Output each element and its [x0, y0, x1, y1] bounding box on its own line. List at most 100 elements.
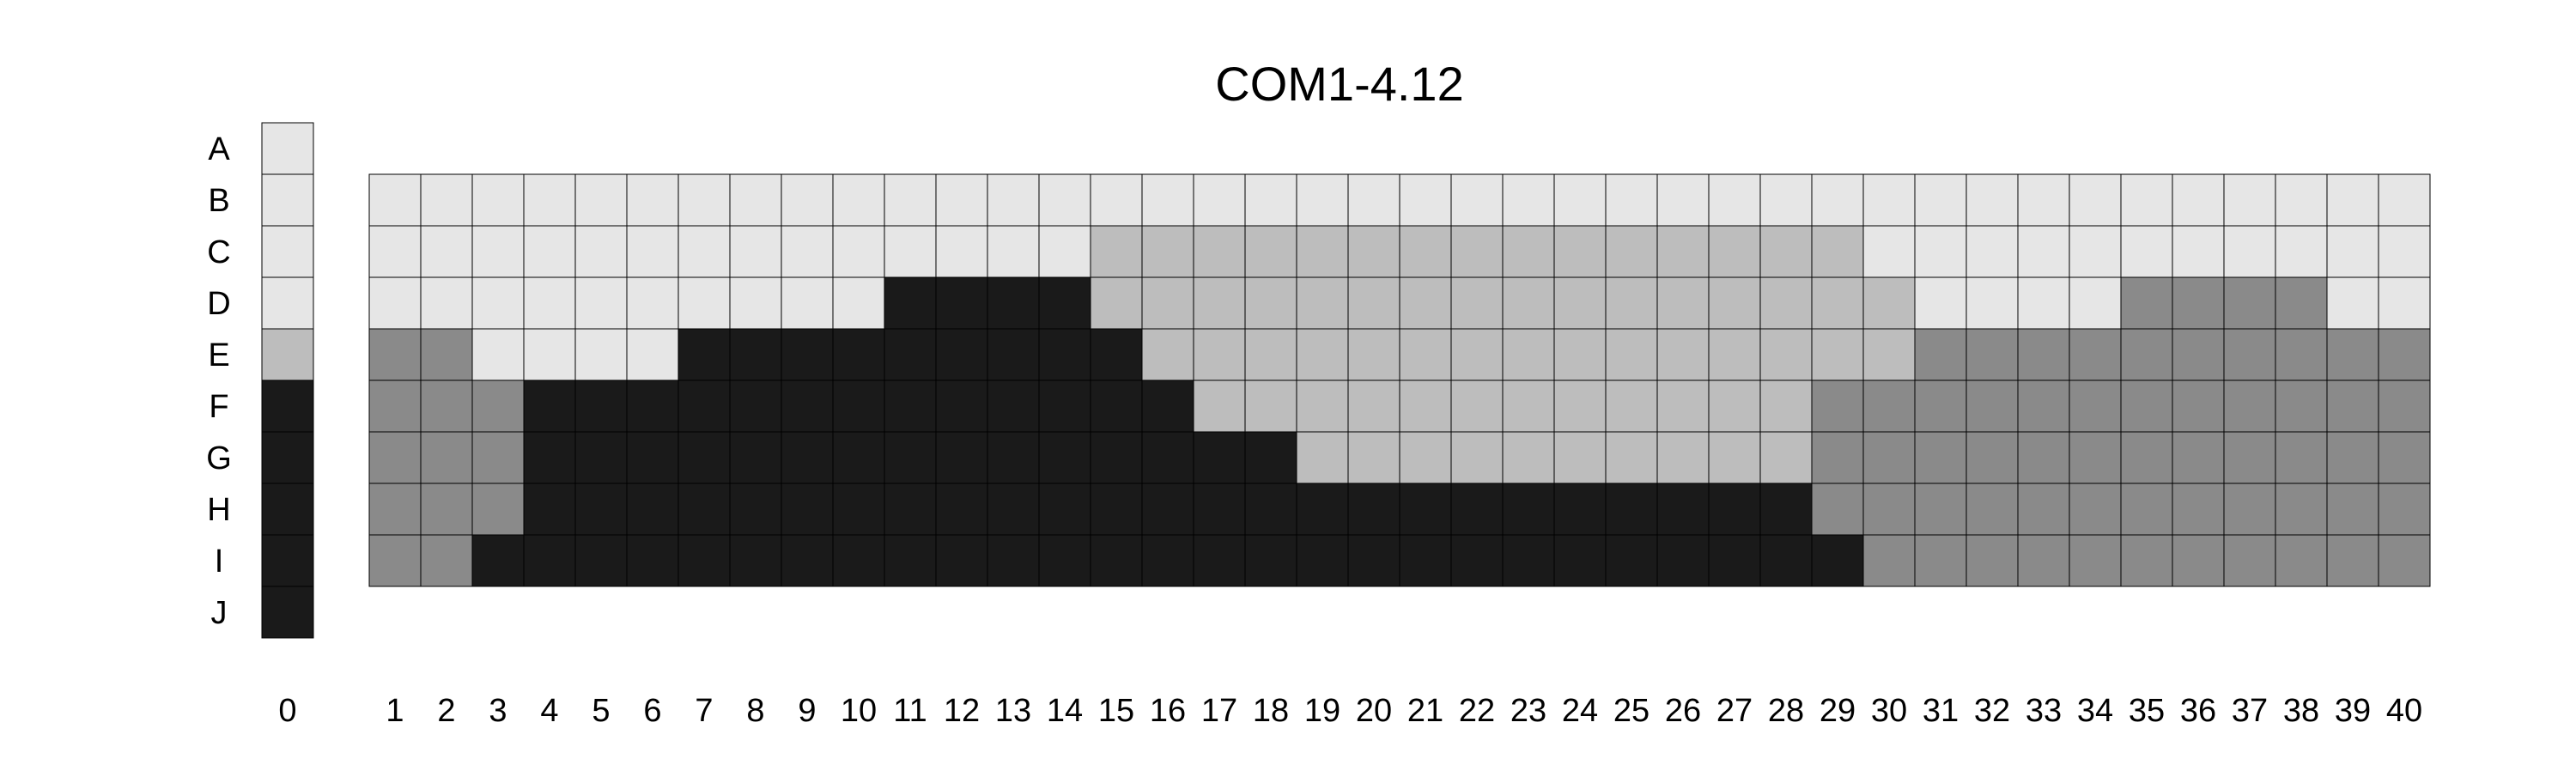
- heatmap-cell: [1862, 276, 1916, 330]
- heatmap-cell: [1553, 431, 1607, 484]
- heatmap-cell: [2326, 379, 2379, 433]
- heatmap-cell: [832, 225, 885, 278]
- heatmap-cell: [781, 276, 834, 330]
- heatmap-cell: [574, 379, 628, 433]
- heatmap-cell: [1347, 483, 1400, 536]
- heatmap-cell: [1862, 225, 1916, 278]
- heatmap-cell: [1502, 534, 1555, 587]
- column-label: 10: [841, 693, 877, 729]
- heatmap-cell: [1656, 534, 1710, 587]
- heatmap-cell: [2120, 276, 2173, 330]
- heatmap-cell: [2069, 225, 2122, 278]
- heatmap-cell: [1141, 276, 1194, 330]
- column-label: 26: [1665, 693, 1701, 729]
- heatmap-cell: [1914, 379, 1967, 433]
- heatmap-cell: [1296, 328, 1349, 381]
- heatmap-cell: [1605, 276, 1658, 330]
- heatmap-cell: [1450, 225, 1504, 278]
- heatmap-cell: [935, 483, 988, 536]
- heatmap-cell: [574, 328, 628, 381]
- heatmap-cell: [677, 483, 731, 536]
- row-label: A: [208, 131, 230, 167]
- heatmap-cell: [2069, 379, 2122, 433]
- heatmap-cell: [1605, 173, 1658, 227]
- heatmap-cell: [420, 483, 473, 536]
- heatmap-cell: [1862, 379, 1916, 433]
- heatmap-cell: [884, 225, 937, 278]
- heatmap-cell: [935, 225, 988, 278]
- heatmap-cell: [987, 173, 1040, 227]
- heatmap-cell: [935, 328, 988, 381]
- heatmap-cell: [2223, 431, 2276, 484]
- heatmap-cell: [1811, 276, 1864, 330]
- column-label: 38: [2283, 693, 2319, 729]
- heatmap-cell: [2069, 431, 2122, 484]
- heatmap-cell: [1244, 483, 1297, 536]
- column-label: 33: [2026, 693, 2062, 729]
- heatmap-cell: [1193, 534, 1246, 587]
- heatmap-cell: [1656, 379, 1710, 433]
- reference-column: [261, 122, 314, 639]
- heatmap-cell: [1811, 483, 1864, 536]
- column-label: 39: [2335, 693, 2371, 729]
- column-label: 25: [1613, 693, 1649, 729]
- column-label: 29: [1820, 693, 1856, 729]
- heatmap-cell: [2275, 276, 2328, 330]
- heatmap-cell: [1708, 276, 1761, 330]
- row-label: G: [206, 440, 232, 477]
- heatmap-cell: [1347, 276, 1400, 330]
- heatmap-cell: [1553, 328, 1607, 381]
- column-label: 34: [2077, 693, 2113, 729]
- heatmap-cell: [1450, 379, 1504, 433]
- heatmap-cell: [1193, 328, 1246, 381]
- column-label: 21: [1407, 693, 1443, 729]
- heatmap-cell: [1347, 534, 1400, 587]
- heatmap-cell: [781, 225, 834, 278]
- heatmap-cell: [832, 431, 885, 484]
- heatmap-cell: [1811, 379, 1864, 433]
- heatmap-cell: [1244, 379, 1297, 433]
- heatmap-cell: [1399, 225, 1452, 278]
- heatmap-cell: [1811, 534, 1864, 587]
- heatmap-cell: [2069, 483, 2122, 536]
- heatmap-cell: [1553, 276, 1607, 330]
- column-labels: 0 1 2 3 4 5 6 7 8 9 10 11 12 13 14 15 16 17 18 19 20 21 22 23 24…: [278, 693, 2422, 729]
- column-label: 8: [746, 693, 764, 729]
- heatmap-cell: [471, 483, 525, 536]
- heatmap-cell: [368, 483, 422, 536]
- heatmap-cell: [677, 276, 731, 330]
- heatmap-cell: [471, 379, 525, 433]
- heatmap-cell: [1399, 328, 1452, 381]
- heatmap-cell: [1450, 483, 1504, 536]
- heatmap-cell: [1708, 483, 1761, 536]
- heatmap-cell: [729, 173, 782, 227]
- heatmap-cell: [261, 122, 314, 175]
- heatmap-cell: [1399, 173, 1452, 227]
- column-label: 3: [489, 693, 507, 729]
- heatmap-cell: [2326, 276, 2379, 330]
- heatmap-cell: [2223, 225, 2276, 278]
- heatmap-cell: [2275, 534, 2328, 587]
- heatmap-cell: [781, 431, 834, 484]
- heatmap-cell: [1605, 534, 1658, 587]
- heatmap-cell: [2326, 431, 2379, 484]
- column-label: 17: [1201, 693, 1237, 729]
- heatmap-cell: [1965, 379, 2019, 433]
- heatmap-cell: [1141, 173, 1194, 227]
- heatmap-cell: [2120, 379, 2173, 433]
- heatmap-cell: [574, 431, 628, 484]
- column-label: 14: [1047, 693, 1083, 729]
- heatmap-cell: [781, 534, 834, 587]
- heatmap-cell: [729, 328, 782, 381]
- heatmap-cell: [2275, 328, 2328, 381]
- heatmap-cell: [1914, 431, 1967, 484]
- heatmap-cell: [677, 173, 731, 227]
- heatmap-cell: [1193, 173, 1246, 227]
- row-label: F: [209, 389, 228, 425]
- heatmap-cell: [1399, 431, 1452, 484]
- heatmap-cell: [420, 379, 473, 433]
- heatmap-cell: [574, 173, 628, 227]
- heatmap-cell: [368, 379, 422, 433]
- heatmap-cell: [2017, 173, 2070, 227]
